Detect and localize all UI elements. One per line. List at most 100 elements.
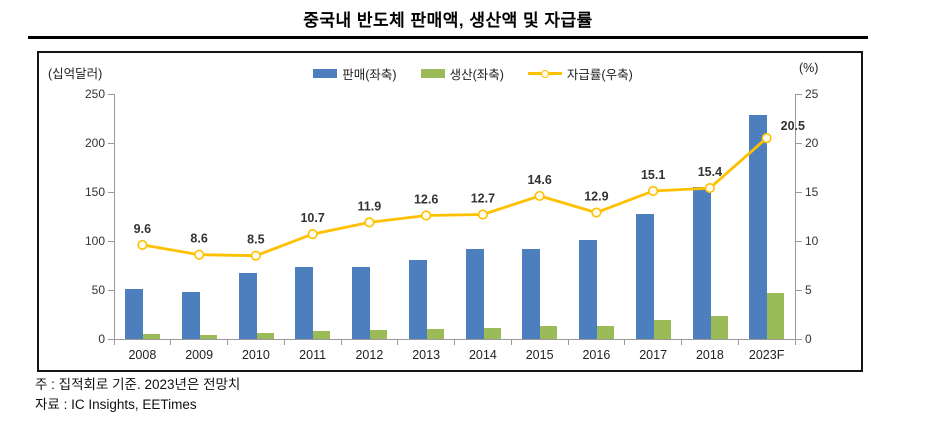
x-axis-label-2008: 2008: [128, 348, 157, 362]
production-bar-2012: [370, 330, 387, 339]
legend-item-sales: 판매(좌축): [313, 64, 397, 83]
x-axis-tick: [737, 340, 739, 345]
rate-marker-2016: [591, 207, 602, 218]
rate-value-label-2008: 9.6: [134, 222, 151, 236]
x-axis-label-2009: 2009: [185, 348, 214, 362]
chart-area: (십억달러) (%) 판매(좌축) 생산(좌축) 자급률(우축) 0 50 100 1…: [37, 51, 863, 372]
x-axis-line: [114, 339, 796, 340]
sales-bar-2008: [125, 289, 143, 339]
production-bar-2010: [256, 333, 274, 339]
sales-bar-2012: [352, 267, 370, 339]
right-axis-tick: [796, 93, 802, 95]
x-axis-tick: [567, 340, 569, 345]
right-axis-tick: [796, 191, 802, 193]
legend-label-sales: 판매(좌축): [342, 68, 397, 82]
x-axis-label-2018: 2018: [695, 348, 724, 362]
right-axis-tick: [796, 289, 802, 291]
legend-item-rate: 자급률(우축): [527, 64, 633, 83]
x-axis-tick: [113, 340, 115, 345]
rate-marker-icon: [540, 69, 549, 78]
production-swatch-icon: [420, 69, 445, 78]
left-axis-tick: [108, 191, 114, 193]
x-axis-tick: [794, 340, 796, 345]
rate-value-label-2015: 14.6: [527, 173, 551, 187]
rate-marker-2014: [477, 209, 488, 220]
x-axis-label-2012: 2012: [355, 348, 384, 362]
production-bar-2013: [426, 329, 444, 339]
rate-line-swatch-icon: [527, 69, 562, 78]
sales-bar-2018: [692, 187, 711, 339]
sales-bar-2009: [181, 291, 200, 339]
left-axis-tick-label: 50: [91, 283, 105, 297]
left-axis-tick: [108, 240, 114, 242]
rate-value-label-2017: 15.1: [641, 168, 665, 182]
production-bar-2017: [653, 320, 671, 339]
right-axis-tick-label: 10: [805, 234, 819, 248]
rate-marker-2013: [421, 210, 432, 221]
left-axis-tick: [108, 338, 114, 340]
rate-value-label-2023F: 20.5: [781, 119, 805, 133]
right-axis-tick: [796, 142, 802, 144]
sales-bar-2011: [295, 267, 314, 339]
left-axis-tick-label: 0: [98, 332, 105, 346]
rate-value-label-2018: 15.4: [698, 165, 722, 179]
rate-value-label-2012: 11.9: [358, 199, 382, 213]
x-axis-tick: [454, 340, 455, 345]
x-axis-tick: [681, 340, 682, 345]
chart-title-block: 중국내 반도체 판매액, 생산액 및 자급률: [28, 6, 868, 39]
right-axis-line: [795, 94, 796, 340]
production-bar-2016: [597, 326, 614, 339]
right-axis-tick-label: 0: [805, 332, 812, 346]
rate-value-label-2016: 12.9: [584, 190, 608, 204]
right-axis-tick-label: 20: [805, 136, 819, 150]
right-axis-tick-label: 5: [805, 283, 812, 297]
left-axis-tick-label: 250: [84, 87, 105, 101]
production-bar-2015: [540, 325, 558, 339]
rate-marker-2009: [194, 249, 205, 260]
rate-line: [142, 137, 768, 258]
rate-value-label-2011: 10.7: [300, 211, 324, 225]
rate-line-layer: 9.6 8.6 8.5 10.7 11.9 12.6 12.7 14.6 12.9 15.1 15.…: [134, 119, 805, 261]
right-axis-tick: [796, 240, 802, 242]
rate-value-label-2014: 12.7: [471, 192, 495, 206]
left-axis-tick-label: 150: [84, 185, 105, 199]
x-axis-label-2013: 2013: [412, 348, 441, 362]
production-bar-2009: [199, 334, 217, 339]
x-axis-tick: [340, 340, 342, 345]
left-axis-tick-label: 200: [84, 136, 105, 150]
x-axis-tick: [283, 340, 285, 345]
rate-value-label-2010: 8.5: [247, 233, 264, 247]
chart-title: 중국내 반도체 판매액, 생산액 및 자급률: [303, 11, 593, 30]
production-bar-2008: [143, 334, 160, 339]
note-line: 주 : 집적회로 기준. 2023년은 전망치: [35, 377, 241, 392]
rate-marker-2010: [250, 250, 261, 261]
rate-marker-2017: [648, 185, 659, 197]
left-axis-tick-label: 100: [84, 234, 105, 248]
x-axis-tick: [624, 340, 626, 345]
production-bar-2014: [483, 327, 501, 339]
x-axis-tick: [227, 340, 228, 345]
sales-bar-2013: [408, 259, 427, 339]
x-axis-tick: [510, 340, 512, 345]
left-axis-tick: [108, 142, 114, 144]
production-bar-2011: [313, 331, 331, 339]
sales-bar-2014: [465, 248, 484, 339]
x-axis-label-2015: 2015: [525, 348, 554, 362]
left-axis-tick: [108, 93, 114, 95]
left-axis-line: [114, 94, 115, 340]
legend: 판매(좌축) 생산(좌축) 자급률(우축): [39, 64, 861, 83]
x-axis-label-2010: 2010: [241, 348, 270, 362]
right-axis-tick-label: 25: [805, 87, 819, 101]
source-line: 자료 : IC Insights, EETimes: [35, 397, 197, 412]
sales-bar-2016: [579, 240, 597, 339]
production-bar-2023F: [767, 292, 785, 339]
sales-bar-2015: [522, 248, 541, 339]
x-axis-label-2014: 2014: [468, 348, 497, 362]
right-axis-unit-label: (%): [799, 61, 819, 75]
left-axis-unit-label: (십억달러): [48, 67, 103, 81]
rate-value-label-2013: 12.6: [414, 193, 438, 207]
x-axis-label-2017: 2017: [639, 348, 668, 362]
sales-bar-2010: [238, 273, 257, 339]
rate-value-label-2009: 8.6: [190, 232, 207, 246]
